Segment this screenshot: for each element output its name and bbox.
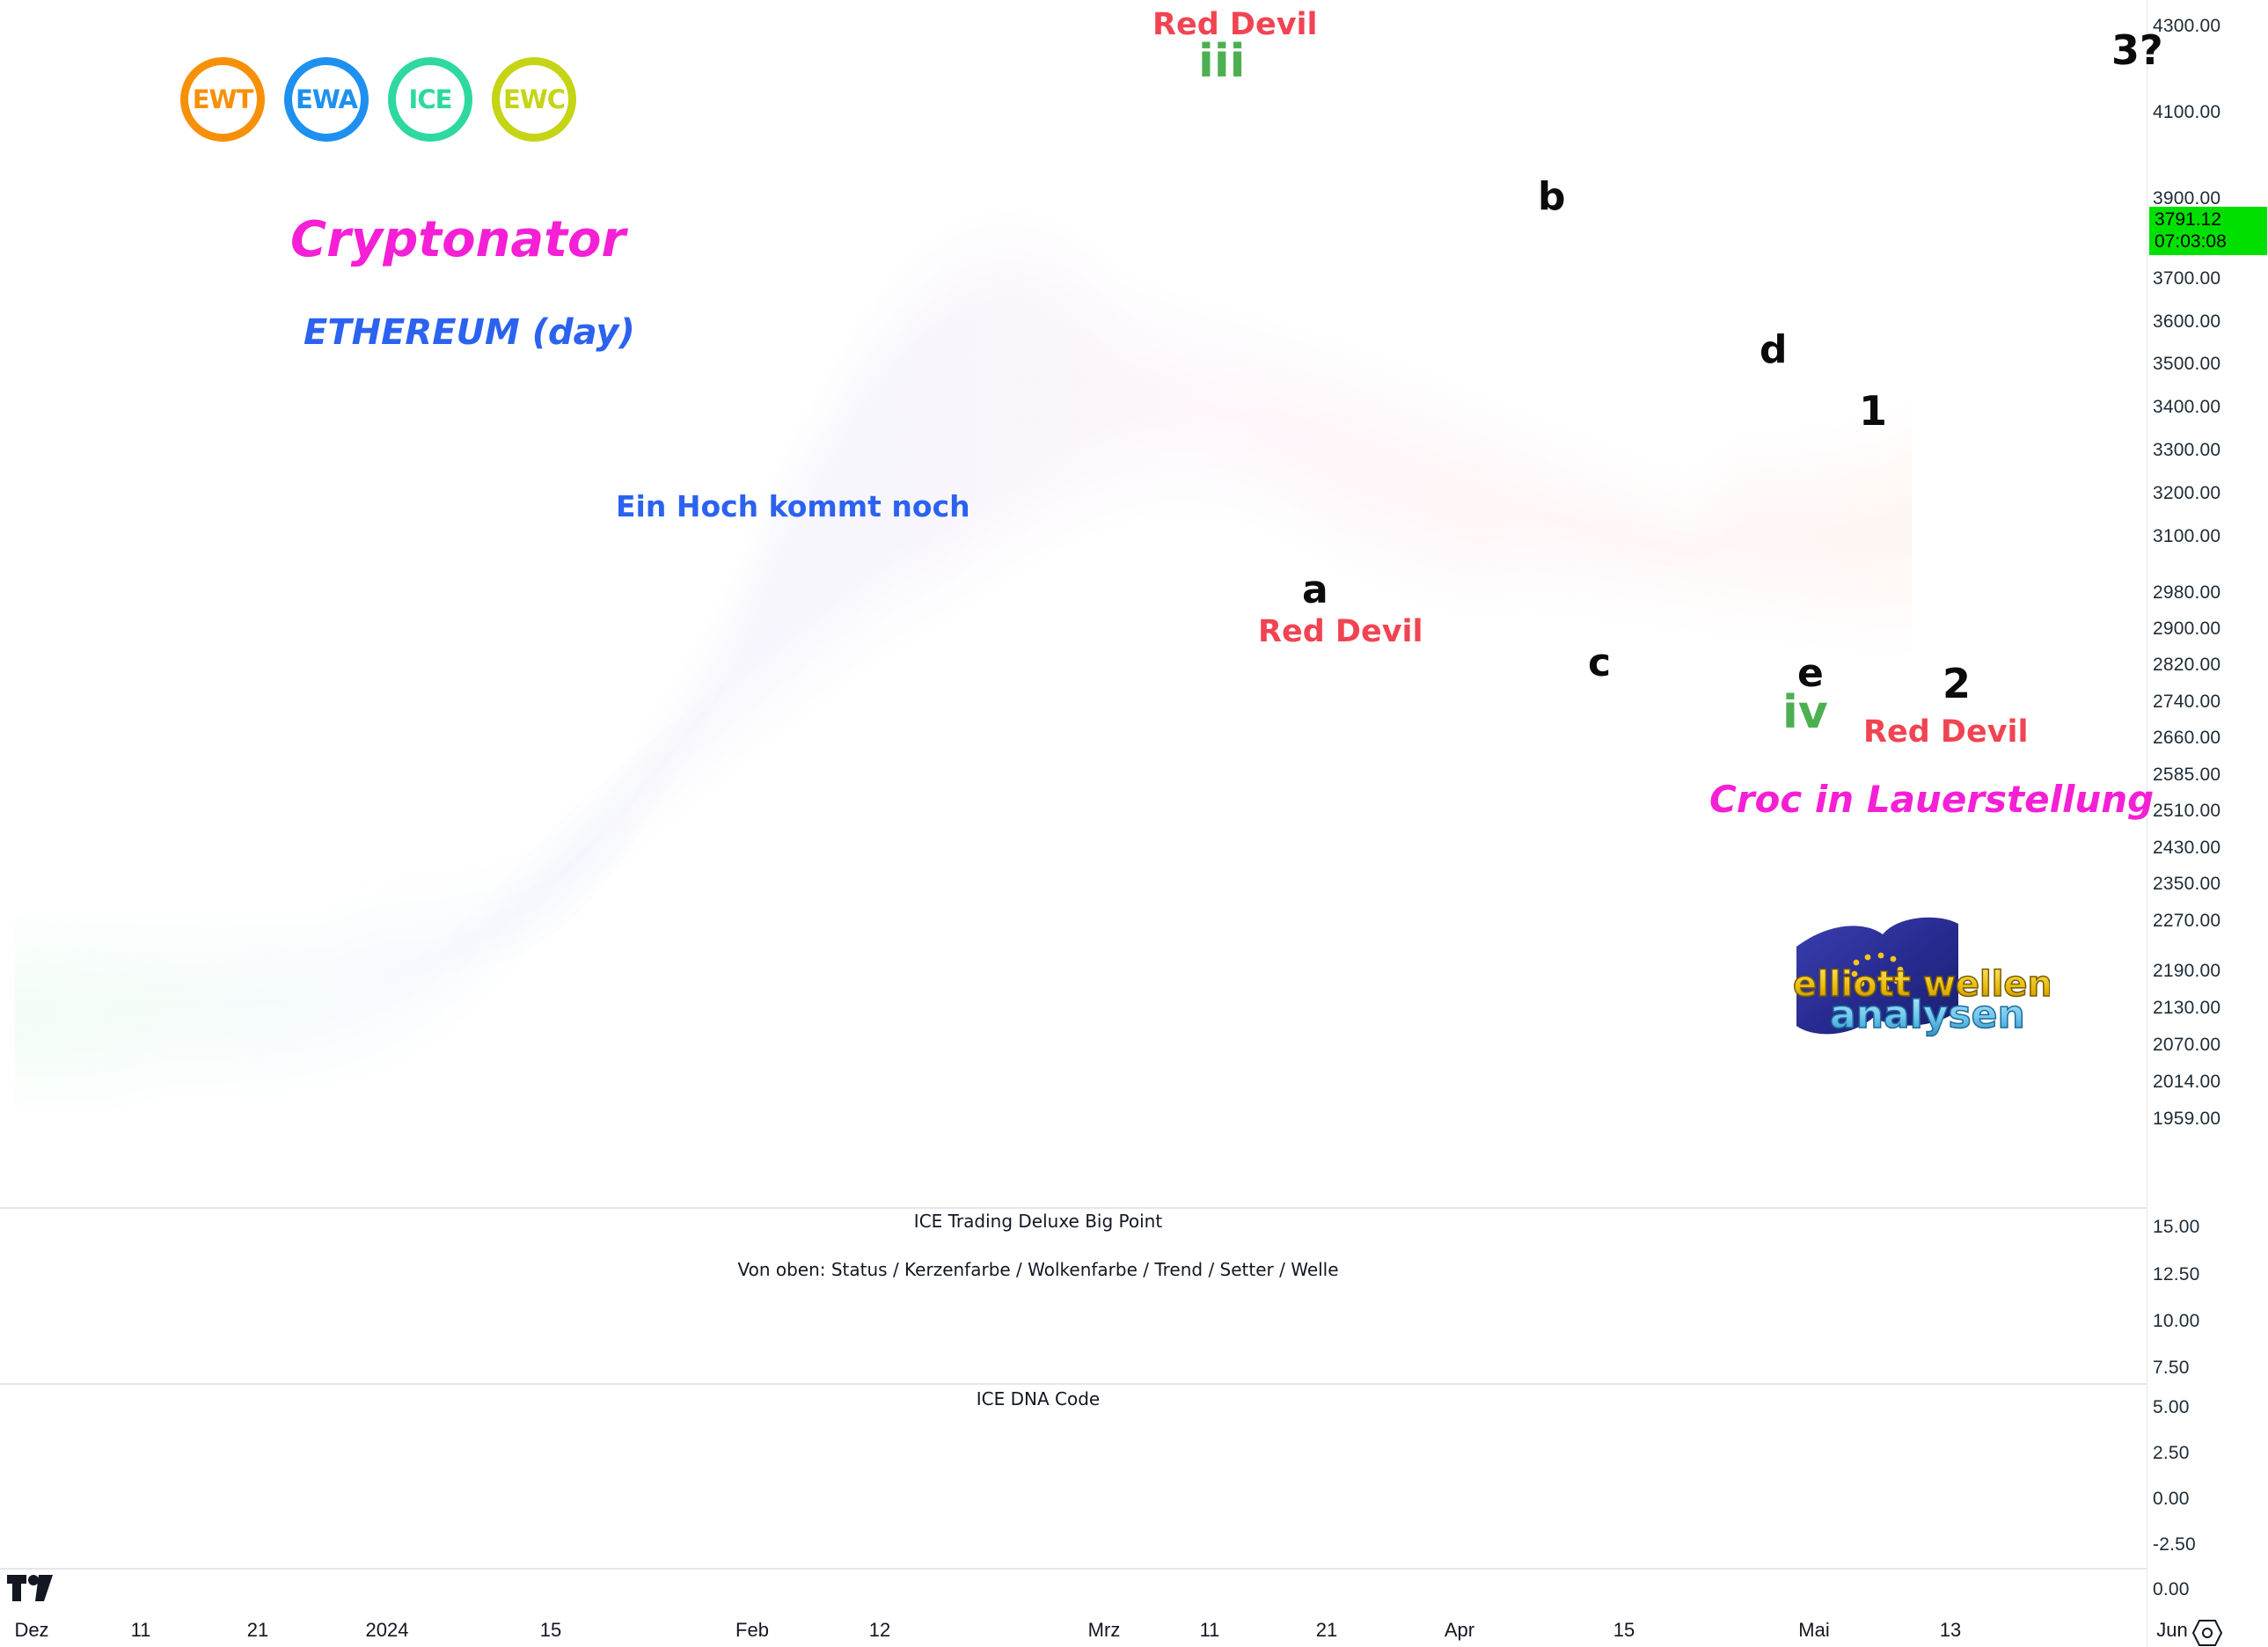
price-axis-tick: -2.50 <box>2153 1534 2196 1555</box>
price-axis-tick: 0.00 <box>2153 1489 2190 1509</box>
time-axis-tick: 12 <box>868 1619 891 1641</box>
time-axis-tick: Mrz <box>1087 1619 1121 1641</box>
last-price-time: 07:03:08 <box>2155 231 2227 252</box>
bottom-signal-strip-pane[interactable] <box>0 1568 2147 1615</box>
price-axis-tick: 5.00 <box>2153 1397 2190 1417</box>
price-axis-tick: 2190.00 <box>2153 961 2221 981</box>
price-axis-tick: 7.50 <box>2153 1358 2190 1378</box>
pane-title-ice-dna-code: ICE DNA Code <box>976 1388 1101 1409</box>
price-axis-tick: 3400.00 <box>2153 397 2221 417</box>
price-axis-tick: 2900.00 <box>2153 619 2221 639</box>
price-axis-tick: 4100.00 <box>2153 102 2221 122</box>
price-axis-tick: 12.50 <box>2153 1264 2200 1285</box>
elliott-wellen-analysen-logo: elliott wellen analysen <box>1792 917 2050 1038</box>
cloud-band <box>14 309 1913 1028</box>
annotation-wave-count-3[interactable]: 3? <box>2111 26 2163 74</box>
dna-code-canvas <box>0 1385 2147 1570</box>
price-axis-tick: 2585.00 <box>2153 765 2221 785</box>
price-axis-tick: 15.00 <box>2153 1217 2200 1237</box>
brand-badge-ewc: EWC <box>492 57 576 142</box>
price-axis-tick: 4300.00 <box>2153 16 2221 36</box>
time-axis-tick: Mai <box>1798 1619 1830 1641</box>
price-axis-tick: 2070.00 <box>2153 1035 2221 1055</box>
annotation-wave-b[interactable]: b <box>1538 174 1566 219</box>
time-axis-tick: 15 <box>539 1619 562 1641</box>
price-axis-tick: 1959.00 <box>2153 1109 2221 1129</box>
price-axis-tick: 2014.00 <box>2153 1072 2221 1092</box>
annotation-red-devil-mid[interactable]: Red Devil <box>1258 614 1423 649</box>
time-axis-tick: 13 <box>1939 1619 1962 1641</box>
price-axis-tick: 2660.00 <box>2153 728 2221 748</box>
price-axis-tick: 2130.00 <box>2153 998 2221 1018</box>
cloud-band <box>14 272 1913 1065</box>
price-axis-tick: 3200.00 <box>2153 483 2221 503</box>
svg-text:analysen: analysen <box>1830 992 2025 1037</box>
annotation-wave-iii[interactable]: iii <box>1198 35 1246 88</box>
price-axis-tick: 2.50 <box>2153 1443 2190 1463</box>
symbol-title: ETHEREUM (day) <box>304 312 635 353</box>
time-axis-tick: 11 <box>130 1619 151 1641</box>
ice-dna-code-pane[interactable] <box>0 1383 2147 1568</box>
brand-badge-ewa: EWA <box>284 57 369 142</box>
time-axis-tick: Apr <box>1444 1619 1475 1641</box>
time-axis[interactable]: Dez 11 21 2024 15 Feb 12 Mrz 11 21 Apr 15 Mai 13 Jun <box>0 1615 2188 1647</box>
brand-badge-ewt: EWT <box>180 57 265 142</box>
annotation-wave-c[interactable]: c <box>1588 640 1612 685</box>
pane-title-ice-legend-row: Von oben: Status / Kerzenfarbe / Wolkenf… <box>737 1259 1339 1280</box>
time-axis-tick: 2024 <box>365 1619 409 1641</box>
pane-title-ice-trading-deluxe-big-point: ICE Trading Deluxe Big Point <box>913 1211 1163 1232</box>
price-axis-tick: 2980.00 <box>2153 582 2221 603</box>
cloud-band <box>14 260 1913 1077</box>
cloud-band <box>14 209 1913 1127</box>
price-axis-tick: 3700.00 <box>2153 268 2221 289</box>
clock-icon[interactable] <box>2192 1619 2222 1647</box>
price-axis-tick: 3900.00 <box>2153 188 2221 209</box>
annotation-hint-ein-hoch[interactable]: Ein Hoch kommt noch <box>616 489 970 523</box>
time-axis-tick: Dez <box>14 1619 49 1641</box>
annotation-wave-iv[interactable]: iv <box>1782 686 1828 739</box>
time-axis-tick: 21 <box>246 1619 269 1641</box>
ice-trading-deluxe-big-point-pane[interactable] <box>0 1207 2147 1383</box>
price-axis-tick: 2740.00 <box>2153 692 2221 712</box>
last-price-badge: 3791.12 07:03:08 <box>2149 207 2267 255</box>
cloud-band <box>14 284 1913 1052</box>
annotation-wave-a[interactable]: a <box>1302 567 1328 612</box>
time-axis-tick: 15 <box>1613 1619 1635 1641</box>
annotation-wave-count-1[interactable]: 1 <box>1859 387 1888 435</box>
price-axis-tick: 0.00 <box>2153 1579 2190 1599</box>
bottom-signal-dots-canvas <box>0 1570 2147 1617</box>
price-axis-tick: 3300.00 <box>2153 440 2221 460</box>
price-axis-tick: 2510.00 <box>2153 801 2221 821</box>
time-axis-tick: 21 <box>1315 1619 1338 1641</box>
price-axis-tick: 2270.00 <box>2153 911 2221 931</box>
cloud-band <box>14 222 1913 1115</box>
price-axis-tick: 2350.00 <box>2153 874 2221 894</box>
cloud-band <box>14 296 1913 1040</box>
price-axis-tick: 3500.00 <box>2153 354 2221 374</box>
annotation-wave-d[interactable]: d <box>1760 327 1788 372</box>
brand-badge-group: EWT EWA ICE EWC <box>180 57 576 142</box>
annotation-red-devil-right[interactable]: Red Devil <box>1863 714 2029 750</box>
last-price-value: 3791.12 <box>2155 209 2221 230</box>
time-axis-tick: Jun <box>2156 1619 2188 1641</box>
price-axis-tick: 3600.00 <box>2153 311 2221 332</box>
price-axis-tick: 10.00 <box>2153 1311 2200 1331</box>
brand-title: Cryptonator <box>290 211 626 268</box>
price-axis-tick: 2820.00 <box>2153 655 2221 675</box>
time-axis-tick: 11 <box>1199 1619 1220 1641</box>
price-axis-tick: 3100.00 <box>2153 526 2221 546</box>
annotation-wave-count-2[interactable]: 2 <box>1942 660 1972 707</box>
time-axis-tick: Feb <box>735 1619 769 1641</box>
cloud-band <box>14 235 1913 1102</box>
big-point-dots-canvas <box>0 1209 2147 1385</box>
price-axis[interactable]: 4300.00 4100.00 3900.00 3700.00 3600.00 3500.… <box>2147 0 2268 1647</box>
price-axis-tick: 2430.00 <box>2153 838 2221 858</box>
annotation-wave-e[interactable]: e <box>1797 651 1824 696</box>
svg-text:elliott wellen: elliott wellen <box>1793 964 2050 1005</box>
cloud-band <box>14 247 1913 1090</box>
brand-badge-ice: ICE <box>388 57 472 142</box>
annotation-red-devil-top[interactable]: Red Devil <box>1152 7 1318 42</box>
tradingview-logo <box>7 1575 53 1601</box>
annotation-croc-note[interactable]: Croc in Lauerstellung <box>1709 778 2155 821</box>
